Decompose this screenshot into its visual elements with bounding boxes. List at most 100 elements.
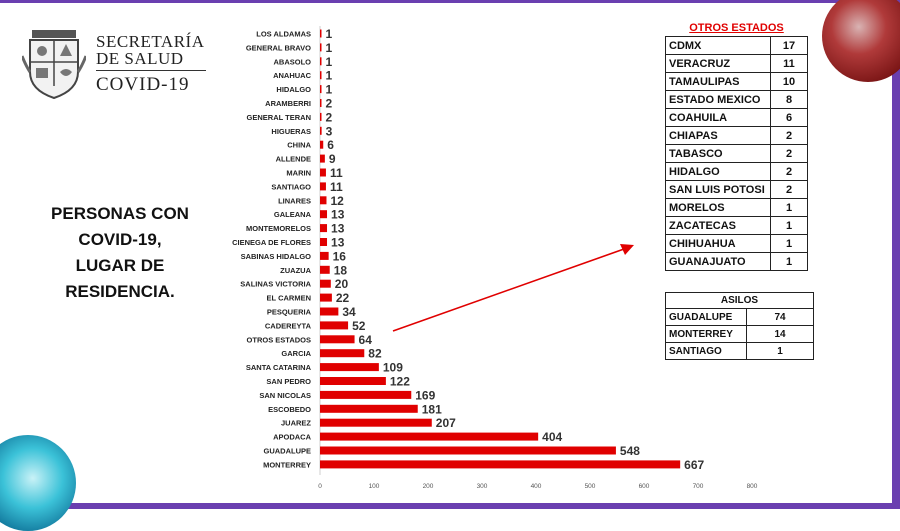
- category-label: ABASOLO: [274, 57, 312, 66]
- otros-estados-row-label: MORELOS: [665, 198, 771, 217]
- category-label: GENERAL BRAVO: [246, 43, 311, 52]
- bar: [320, 238, 328, 246]
- otros-estados-row-label: HIDALGO: [665, 162, 771, 181]
- value-label: 548: [620, 444, 640, 458]
- category-label: ANAHUAC: [273, 71, 311, 80]
- otros-estados-row-label: CHIHUAHUA: [665, 234, 771, 253]
- value-label: 13: [331, 236, 345, 250]
- x-tick-label: 0: [318, 483, 322, 490]
- category-label: CHINA: [287, 141, 311, 150]
- bar: [320, 168, 326, 177]
- bar: [320, 446, 616, 455]
- otros-estados-row: TABASCO 2: [665, 144, 808, 163]
- bar: [320, 390, 412, 399]
- otros-estados-row-count: 6: [770, 108, 808, 127]
- category-label: MARIN: [286, 169, 311, 178]
- category-label: GENERAL TERAN: [247, 113, 311, 122]
- category-label: GARCIA: [281, 349, 311, 358]
- bar: [320, 29, 322, 38]
- otros-estados-table: OTROS ESTADOS CDMX 17 VERACRUZ 11 TAMAULIPAS…: [665, 19, 808, 271]
- otros-estados-row: ESTADO MEXICO 8: [665, 90, 808, 109]
- category-label: PESQUERIA: [267, 308, 312, 317]
- otros-estados-row-count: 11: [770, 54, 808, 73]
- value-label: 11: [330, 166, 343, 180]
- otros-estados-row-count: 2: [770, 180, 808, 199]
- otros-estados-row: SAN LUIS POTOSI 2: [665, 180, 808, 199]
- category-label: JUAREZ: [281, 419, 311, 428]
- category-label: SABINAS HIDALGO: [241, 252, 312, 261]
- bar: [320, 43, 322, 52]
- asilos-row-label: SANTIAGO: [665, 342, 747, 360]
- otros-estados-row-label: ESTADO MEXICO: [665, 90, 771, 109]
- otros-estados-row: CDMX 17: [665, 36, 808, 55]
- value-label: 1: [326, 27, 333, 41]
- otros-estados-row: MORELOS 1: [665, 198, 808, 217]
- asilos-row-count: 1: [746, 342, 814, 360]
- bar: [320, 349, 365, 358]
- bar: [320, 112, 322, 121]
- bar: [320, 377, 386, 385]
- otros-estados-row: COAHUILA 6: [665, 108, 808, 127]
- bar: [320, 210, 328, 219]
- brand-line-de-salud: DE SALUD: [96, 49, 184, 68]
- otros-estados-row-count: 2: [770, 162, 808, 181]
- otros-estados-row: VERACRUZ 11: [665, 54, 808, 73]
- nuevo-leon-coat-of-arms-icon: [22, 30, 86, 100]
- otros-estados-row: GUANAJUATO 1: [665, 252, 808, 271]
- category-label: LOS ALDAMAS: [256, 30, 311, 39]
- value-label: 667: [684, 458, 704, 472]
- value-label: 64: [359, 333, 373, 347]
- value-label: 2: [326, 110, 333, 124]
- value-label: 181: [422, 402, 442, 416]
- value-label: 1: [326, 69, 333, 83]
- x-tick-label: 600: [639, 483, 650, 490]
- slide-frame: [0, 0, 900, 509]
- category-label: MONTEMORELOS: [246, 224, 311, 233]
- value-label: 34: [342, 305, 356, 319]
- otros-estados-row-count: 2: [770, 126, 808, 145]
- pointer-arrowhead: [620, 244, 634, 255]
- bar: [320, 335, 355, 344]
- value-label: 22: [336, 291, 350, 305]
- bar: [320, 321, 349, 330]
- value-label: 16: [333, 249, 347, 263]
- otros-estados-row: HIDALGO 2: [665, 162, 808, 181]
- value-label: 6: [327, 138, 334, 152]
- bar: [320, 265, 330, 274]
- asilos-title: ASILOS: [665, 292, 814, 309]
- asilos-row-label: GUADALUPE: [665, 308, 747, 326]
- otros-estados-title: OTROS ESTADOS: [689, 21, 784, 34]
- otros-estados-row-label: TABASCO: [665, 144, 771, 163]
- category-label: EL CARMEN: [267, 294, 311, 303]
- residence-bar-chart: LOS ALDAMAS 1 GENERAL BRAVO 1 ABASOLO 1 ANAHUA…: [232, 26, 758, 490]
- bar: [320, 251, 329, 260]
- otros-estados-row-label: CDMX: [665, 36, 771, 55]
- category-label: SANTA CATARINA: [246, 363, 312, 372]
- otros-estados-row-label: SAN LUIS POTOSI: [665, 180, 771, 199]
- otros-estados-row-label: GUANAJUATO: [665, 252, 771, 271]
- x-tick-label: 800: [747, 483, 758, 490]
- category-label: ARAMBERRI: [265, 99, 311, 108]
- value-label: 2: [326, 97, 333, 111]
- value-label: 9: [329, 152, 336, 166]
- otros-estados-row-count: 1: [770, 252, 808, 271]
- otros-estados-row-count: 8: [770, 90, 808, 109]
- headline-line-3: LUGAR DE: [75, 256, 165, 275]
- category-label: HIGUERAS: [271, 127, 311, 136]
- bar: [320, 293, 332, 302]
- value-label: 18: [334, 263, 348, 277]
- category-label: ESCOBEDO: [268, 405, 311, 414]
- bar: [320, 432, 539, 441]
- otros-estados-row-count: 2: [770, 144, 808, 163]
- value-label: 3: [326, 124, 333, 138]
- bar: [320, 307, 339, 316]
- otros-estados-row: ZACATECAS 1: [665, 216, 808, 235]
- category-label: SALINAS VICTORIA: [240, 280, 311, 289]
- bar: [320, 85, 322, 94]
- value-label: 20: [335, 277, 349, 291]
- bar: [320, 126, 322, 135]
- brand-line-secretaria: SECRETARÍA: [96, 32, 205, 51]
- x-tick-label: 300: [477, 483, 488, 490]
- bar: [320, 279, 331, 288]
- headline-line-4: RESIDENCIA.: [65, 282, 175, 301]
